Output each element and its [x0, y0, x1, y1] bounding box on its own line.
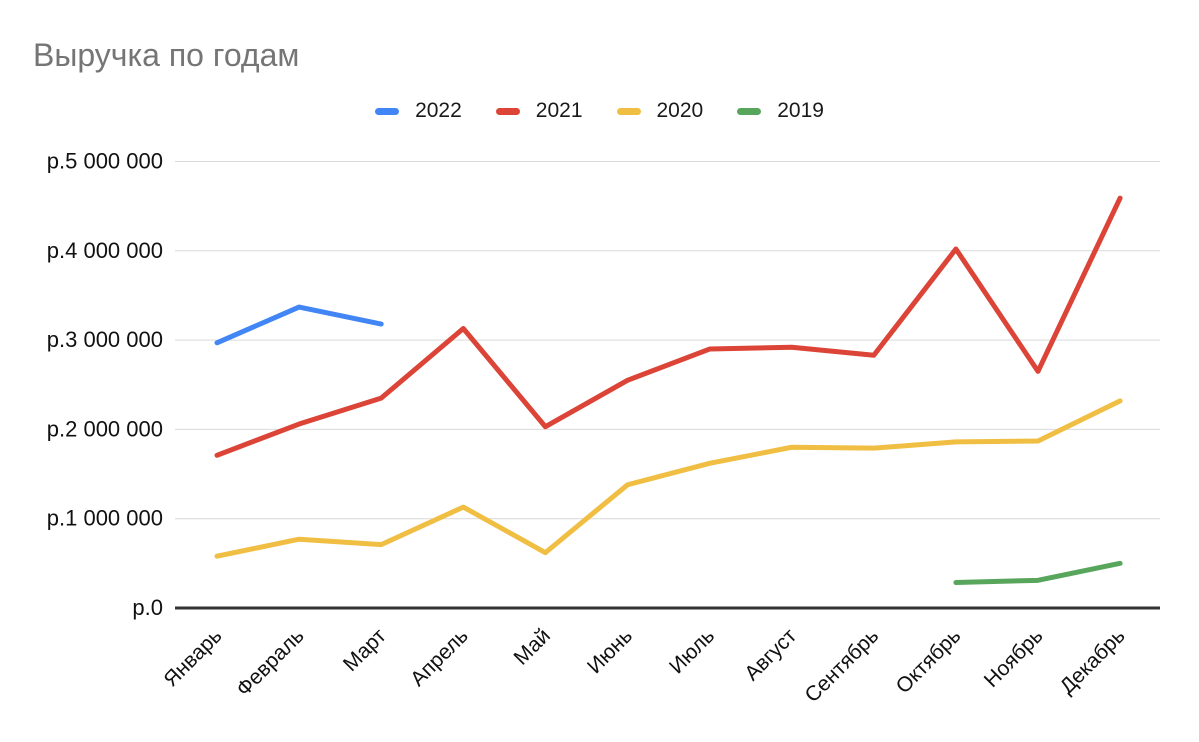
series-line-2019 — [953, 560, 1123, 586]
y-tick-label: р.2 000 000 — [47, 416, 163, 441]
x-tick-label: Февраль — [232, 624, 309, 701]
chart-legend: 2022 2021 2020 2019 — [0, 99, 1199, 123]
x-tick-label: Июнь — [583, 624, 637, 678]
x-tick-label: Сентябрь — [801, 624, 884, 707]
x-tick-label: Июль — [665, 624, 719, 678]
x-tick-label: Январь — [159, 624, 226, 691]
legend-label-2019: 2019 — [777, 99, 824, 122]
chart-title: Выручка по годам — [33, 37, 300, 73]
legend-item-2019: 2019 — [737, 99, 824, 123]
legend-item-2021: 2021 — [495, 99, 583, 123]
y-tick-label: р.4 000 000 — [47, 238, 163, 263]
x-tick-label: Март — [339, 624, 391, 676]
y-tick-label: р.5 000 000 — [47, 149, 163, 174]
x-tick-label: Ноябрь — [980, 624, 1048, 692]
legend-swatch-2020 — [616, 107, 641, 115]
series-line-2021 — [214, 195, 1123, 458]
legend-label-2021: 2021 — [535, 99, 583, 122]
series-line-2020 — [214, 398, 1123, 559]
legend-swatch-2019 — [737, 107, 762, 115]
y-tick-label: р.1 000 000 — [47, 506, 163, 531]
legend-label-2020: 2020 — [656, 99, 704, 122]
x-tick-label: Август — [740, 624, 801, 685]
legend-label-2022: 2022 — [415, 99, 462, 122]
y-tick-label: р.3 000 000 — [47, 327, 163, 352]
legend-swatch-2022 — [375, 107, 400, 115]
x-tick-label: Май — [510, 624, 555, 669]
y-tick-label: р.0 — [132, 595, 163, 620]
x-tick-label: Апрель — [406, 624, 473, 691]
legend-item-2020: 2020 — [616, 99, 704, 123]
legend-swatch-2021 — [495, 107, 520, 115]
x-tick-label: Декабрь — [1055, 624, 1129, 698]
x-tick-label: Октябрь — [892, 624, 966, 698]
legend-item-2022: 2022 — [375, 99, 462, 123]
series-line-2022 — [214, 304, 384, 346]
